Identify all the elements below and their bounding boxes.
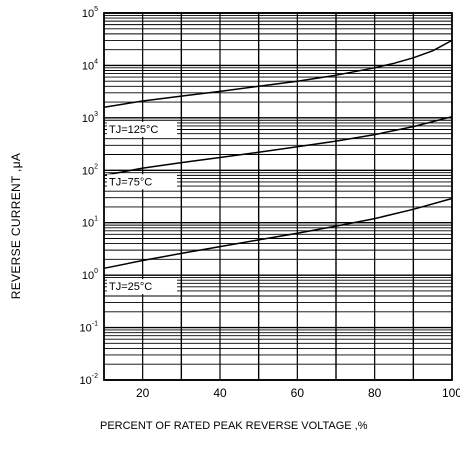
x-tick-label: 80 [368, 386, 382, 400]
series-label: TJ=75°C [109, 176, 152, 188]
series-line [103, 39, 453, 108]
y-tick-label: 101 [82, 216, 98, 230]
y-tick-label: 102 [82, 163, 98, 177]
y-tick-label: 103 [82, 111, 98, 125]
x-axis-label: PERCENT OF RATED PEAK REVERSE VOLTAGE ,% [100, 420, 368, 432]
series-line [103, 197, 453, 270]
x-tick-label: 40 [213, 386, 227, 400]
plot-frame [103, 12, 453, 381]
series-label-bg [107, 279, 177, 295]
x-tick-label: 100 [442, 386, 460, 400]
series-line [103, 115, 453, 177]
series-label: TJ=125°C [109, 124, 158, 136]
y-tick-label: 100 [82, 268, 98, 282]
y-tick-label: 104 [82, 58, 98, 72]
y-tick-label: 10-1 [80, 321, 99, 335]
y-axis-label: REVERSE CURRENT ,μA [9, 152, 23, 300]
series-label-bg [107, 174, 177, 190]
y-tick-label: 105 [82, 6, 98, 20]
x-tick-label: 60 [291, 386, 305, 400]
y-tick-label: 10-2 [80, 373, 99, 387]
x-tick-label: 20 [136, 386, 150, 400]
series-label-bg [107, 121, 177, 137]
series-label: TJ=25°C [109, 281, 152, 293]
